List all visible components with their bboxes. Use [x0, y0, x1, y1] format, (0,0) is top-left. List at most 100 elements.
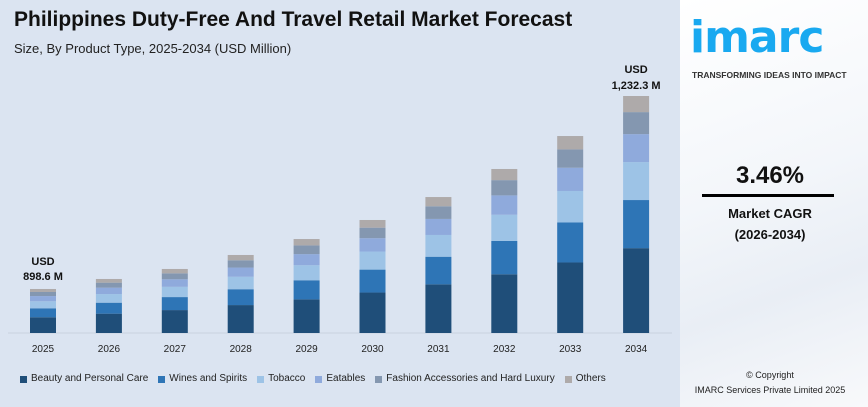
bar-segment-2033-1 [557, 222, 584, 263]
x-tick-label: 2032 [493, 344, 516, 355]
bar-segment-2025-0 [30, 317, 56, 333]
x-tick-label: 2025 [32, 344, 55, 355]
bar-segment-2026-5 [95, 278, 122, 283]
legend: Beauty and Personal Care Wines and Spirit… [20, 373, 675, 385]
chart-subtitle: Size, By Product Type, 2025-2034 (USD Mi… [14, 41, 292, 56]
bar-segment-2027-2 [161, 286, 188, 298]
bar-segment-2025-5 [30, 288, 56, 292]
bar-segment-2028-5 [227, 254, 254, 261]
x-tick-label: 2029 [295, 344, 318, 355]
bar-segment-2034-0 [623, 248, 650, 333]
chart-title: Philippines Duty-Free And Travel Retail … [14, 8, 573, 31]
legend-item: Fashion Accessories and Hard Luxury [375, 373, 555, 385]
brand-tagline: TRANSFORMING IDEAS INTO IMPACT [692, 70, 847, 80]
cagr-divider [702, 194, 834, 197]
legend-swatch [564, 375, 572, 383]
bar-segment-2030-1 [359, 269, 386, 293]
copyright-line2: IMARC Services Private Limited 2025 [694, 385, 846, 395]
bar-segment-2030-3 [359, 238, 386, 252]
bar-segment-2028-0 [227, 305, 254, 333]
last-value-label: 1,232.3 M [612, 80, 661, 92]
x-tick-label: 2033 [559, 344, 582, 355]
legend-label: Wines and Spirits [169, 373, 248, 384]
legend-label: Eatables [326, 373, 366, 384]
bar-segment-2025-4 [30, 291, 56, 297]
bar-segment-2033-2 [557, 190, 584, 223]
bar-segment-2029-2 [293, 265, 320, 281]
bar-segment-2034-1 [623, 200, 650, 249]
bar-segment-2031-1 [425, 256, 452, 285]
last-value-label-unit: USD [624, 64, 647, 76]
bar-segment-2031-0 [425, 284, 452, 333]
first-value-label: 898.6 M [23, 271, 63, 283]
bar-segment-2028-2 [227, 276, 254, 290]
bar-segment-2027-1 [161, 297, 188, 311]
bar-segment-2026-4 [95, 282, 122, 288]
bar-segment-2027-5 [161, 268, 188, 274]
legend-item: Others [564, 373, 606, 385]
bar-segment-2031-5 [425, 197, 452, 207]
bar-segment-2030-4 [359, 227, 386, 239]
legend-swatch [315, 375, 323, 383]
bar-segment-2029-1 [293, 280, 320, 300]
x-tick-label: 2026 [98, 344, 121, 355]
bar-segment-2026-1 [95, 302, 122, 314]
bar-segment-2032-0 [491, 274, 518, 333]
legend-item: Tobacco [257, 373, 305, 385]
bar-segment-2030-2 [359, 251, 386, 270]
bar-segment-2034-5 [623, 96, 650, 113]
cagr-value: 3.46% [735, 162, 805, 189]
legend-swatch [158, 375, 166, 383]
legend-swatch [257, 375, 265, 383]
bar-segment-2030-0 [359, 292, 386, 333]
bar-segment-2031-4 [425, 206, 452, 219]
legend-item: Wines and Spirits [158, 373, 247, 385]
cagr-period: (2026-2034) [734, 227, 806, 242]
bar-segment-2031-3 [425, 218, 452, 235]
bar-segment-2028-3 [227, 267, 254, 277]
x-tick-label: 2030 [361, 344, 384, 355]
bar-segment-2032-4 [491, 180, 518, 196]
bar-segment-2026-0 [95, 313, 122, 333]
legend-label: Fashion Accessories and Hard Luxury [386, 373, 555, 384]
bar-segment-2025-2 [30, 301, 56, 309]
bar-segment-2032-1 [491, 240, 518, 275]
imarc-logo: imarc [690, 12, 824, 63]
bar-segment-2026-2 [95, 294, 122, 303]
bar-segment-2027-0 [161, 310, 188, 333]
x-tick-label: 2028 [230, 344, 253, 355]
legend-label: Tobacco [268, 373, 306, 384]
bar-segment-2031-2 [425, 234, 452, 257]
bar-segment-2027-4 [161, 273, 188, 280]
legend-swatch [20, 375, 27, 383]
bar-segment-2029-3 [293, 254, 320, 266]
bar-segment-2032-5 [491, 168, 518, 181]
chart-plot: 2025 2026 2027 2028 2029 2030 2031 2032 2033 2034… [8, 64, 672, 355]
bar-segment-2025-3 [30, 296, 56, 302]
bar-segment-2034-2 [623, 162, 650, 201]
first-value-label-unit: USD [31, 256, 54, 268]
bar-segment-2033-3 [557, 167, 584, 191]
bar-segment-2029-0 [293, 299, 320, 333]
legend-item: Eatables [315, 373, 365, 385]
bar-segment-2027-3 [161, 279, 188, 287]
legend-item: Beauty and Personal Care [20, 373, 148, 385]
x-tick-label: 2034 [625, 344, 648, 355]
copyright-line1: © Copyright [746, 370, 794, 380]
legend-swatch [375, 375, 383, 383]
bar-segment-2030-5 [359, 219, 386, 228]
bar-segment-2033-5 [557, 136, 584, 150]
bar-segment-2029-4 [293, 245, 320, 255]
bar-segment-2033-0 [557, 262, 584, 333]
bar-segment-2032-3 [491, 195, 518, 215]
bar-segment-2029-5 [293, 239, 320, 246]
x-tick-label: 2027 [164, 344, 187, 355]
bar-segment-2033-4 [557, 149, 584, 168]
legend-label: Others [575, 373, 606, 384]
bar-segment-2032-2 [491, 214, 518, 241]
bar-segment-2028-4 [227, 260, 254, 268]
bar-segment-2028-1 [227, 289, 254, 306]
legend-label: Beauty and Personal Care [31, 373, 149, 384]
bar-segment-2034-3 [623, 134, 650, 163]
info-panel: imarc TRANSFORMING IDEAS INTO IMPACT 3.4… [680, 0, 868, 407]
